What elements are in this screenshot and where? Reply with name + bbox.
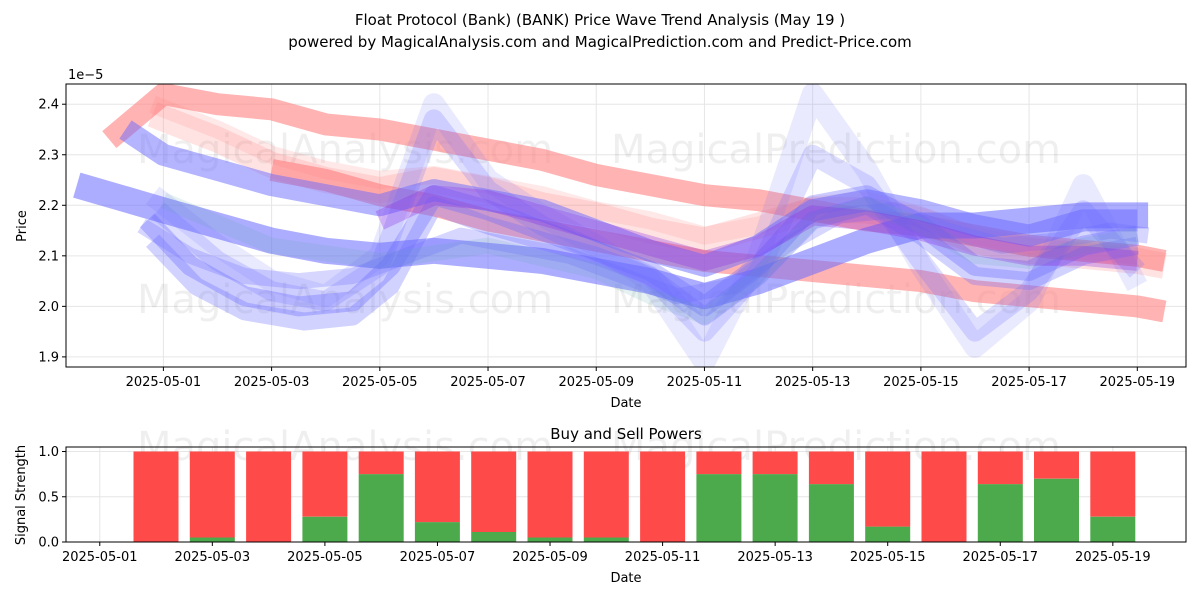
buy-bar (471, 532, 517, 542)
buy-sell-bars-group (133, 451, 1136, 542)
price-y-tick-label: 2.4 (38, 98, 59, 113)
price-y-tick-label: 2.0 (38, 300, 59, 315)
series-blue-wave-b (119, 120, 1138, 277)
price-y-ticks: 1.9 2.0 2.1 2.2 2.3 2.4 (38, 98, 66, 365)
price-y-tick-label: 1.9 (38, 350, 59, 365)
price-x-tick-label: 2025-05-19 (1100, 375, 1176, 390)
buy-bar (1034, 478, 1079, 542)
buy-sell-x-tick-label: 2025-05-09 (512, 550, 588, 565)
buy-bar (414, 522, 460, 542)
sell-bar (133, 451, 179, 542)
sell-bar (1034, 451, 1079, 479)
sell-bar (808, 451, 854, 485)
sell-bar (1090, 451, 1136, 517)
price-x-tick-label: 2025-05-09 (558, 375, 634, 390)
buy-sell-x-tick-label: 2025-05-11 (625, 550, 701, 565)
series-blue-wave-e (151, 109, 1145, 342)
buy-sell-chart-panel: Buy and Sell Powers MagicalAnalysis.com … (14, 424, 1187, 586)
price-x-tick-label: 2025-05-13 (775, 375, 851, 390)
buy-sell-y-tick-label: 1.0 (38, 445, 59, 460)
price-x-tick-label: 2025-05-11 (667, 375, 743, 390)
buy-sell-x-tick-label: 2025-05-07 (400, 550, 476, 565)
price-y-tick-label: 2.3 (38, 148, 59, 163)
sell-bar (640, 451, 686, 542)
buy-bar (302, 516, 348, 542)
buy-bar (583, 537, 629, 542)
price-x-axis-label: Date (610, 396, 641, 411)
watermark-prediction-top: MagicalPrediction.com (611, 127, 1061, 173)
buy-bar (696, 474, 742, 542)
price-y-axis-label: Price (15, 210, 30, 242)
buy-sell-x-tick-label: 2025-05-05 (287, 550, 363, 565)
sell-bar (752, 451, 798, 475)
sell-bar (471, 451, 517, 532)
series-red-wave-1 (147, 102, 1167, 279)
buy-sell-x-tick-label: 2025-05-03 (175, 550, 251, 565)
series-blue-wave-f (145, 84, 1147, 367)
price-watermarks: MagicalAnalysis.com MagicalPrediction.co… (137, 127, 1061, 323)
buy-sell-axes-frame (65, 446, 1187, 543)
watermark-analysis-bottom: MagicalAnalysis.com (137, 277, 553, 323)
sell-bar (583, 451, 629, 538)
buy-sell-x-axis-label: Date (610, 571, 641, 586)
buy-sell-y-tick-label: 0.5 (38, 490, 59, 505)
buy-sell-x-tick-label: 2025-05-15 (850, 550, 926, 565)
sell-bar (358, 451, 404, 475)
chart-subtitle: powered by MagicalAnalysis.com and Magic… (288, 33, 912, 51)
buy-bar (865, 526, 911, 542)
buy-bar (808, 484, 854, 542)
price-axes-frame (65, 83, 1187, 368)
price-x-tick-label: 2025-05-15 (883, 375, 959, 390)
series-blue-wave-c (139, 185, 1140, 317)
price-x-tick-label: 2025-05-03 (234, 375, 310, 390)
sell-bar (527, 451, 573, 538)
sell-bar (977, 451, 1023, 485)
buy-sell-x-tick-label: 2025-05-01 (62, 550, 138, 565)
price-x-tick-label: 2025-05-07 (450, 375, 526, 390)
buy-sell-y-tick-label: 0.0 (38, 536, 59, 551)
price-x-tick-label: 2025-05-17 (991, 375, 1067, 390)
price-y-tick-label: 2.2 (38, 199, 59, 214)
buy-sell-y-ticks: 0.0 0.5 1.0 (38, 445, 66, 551)
sell-bar (865, 451, 911, 527)
buy-sell-title: Buy and Sell Powers (550, 425, 702, 443)
buy-sell-x-tick-label: 2025-05-13 (737, 550, 813, 565)
buy-bar (752, 474, 798, 542)
chart-title: Float Protocol (Bank) (BANK) Price Wave … (355, 11, 845, 29)
series-blue-wave-g (137, 202, 1150, 305)
sell-bar (246, 451, 292, 542)
price-x-ticks: 2025-05-01 2025-05-03 2025-05-05 2025-05-07… (126, 367, 1175, 390)
price-chart-panel: MagicalAnalysis.com MagicalPrediction.co… (15, 68, 1187, 411)
buy-bar (977, 484, 1023, 542)
price-y-tick-label: 2.1 (38, 249, 59, 264)
sell-bar (302, 451, 348, 517)
buy-bar (358, 474, 404, 542)
buy-bar (527, 537, 573, 542)
series-teal-wave (160, 192, 1139, 325)
price-series-group (73, 84, 1167, 367)
series-purple-wave (375, 185, 1139, 271)
sell-bar (921, 451, 967, 542)
buy-sell-x-ticks: 2025-05-01 2025-05-03 2025-05-05 2025-05-07… (62, 542, 1151, 565)
sell-bar (696, 451, 742, 475)
buy-sell-x-tick-label: 2025-05-19 (1075, 550, 1151, 565)
buy-sell-x-tick-label: 2025-05-17 (962, 550, 1038, 565)
price-y-offset-label: 1e−5 (68, 68, 103, 83)
series-blue-wave-d (146, 196, 1139, 331)
sell-bar (189, 451, 235, 538)
price-x-tick-label: 2025-05-05 (342, 375, 418, 390)
buy-bar (1090, 516, 1136, 542)
buy-sell-y-axis-label: Signal Strength (14, 445, 29, 545)
buy-bar (189, 537, 235, 542)
sell-bar (414, 451, 460, 523)
price-x-tick-label: 2025-05-01 (126, 375, 202, 390)
